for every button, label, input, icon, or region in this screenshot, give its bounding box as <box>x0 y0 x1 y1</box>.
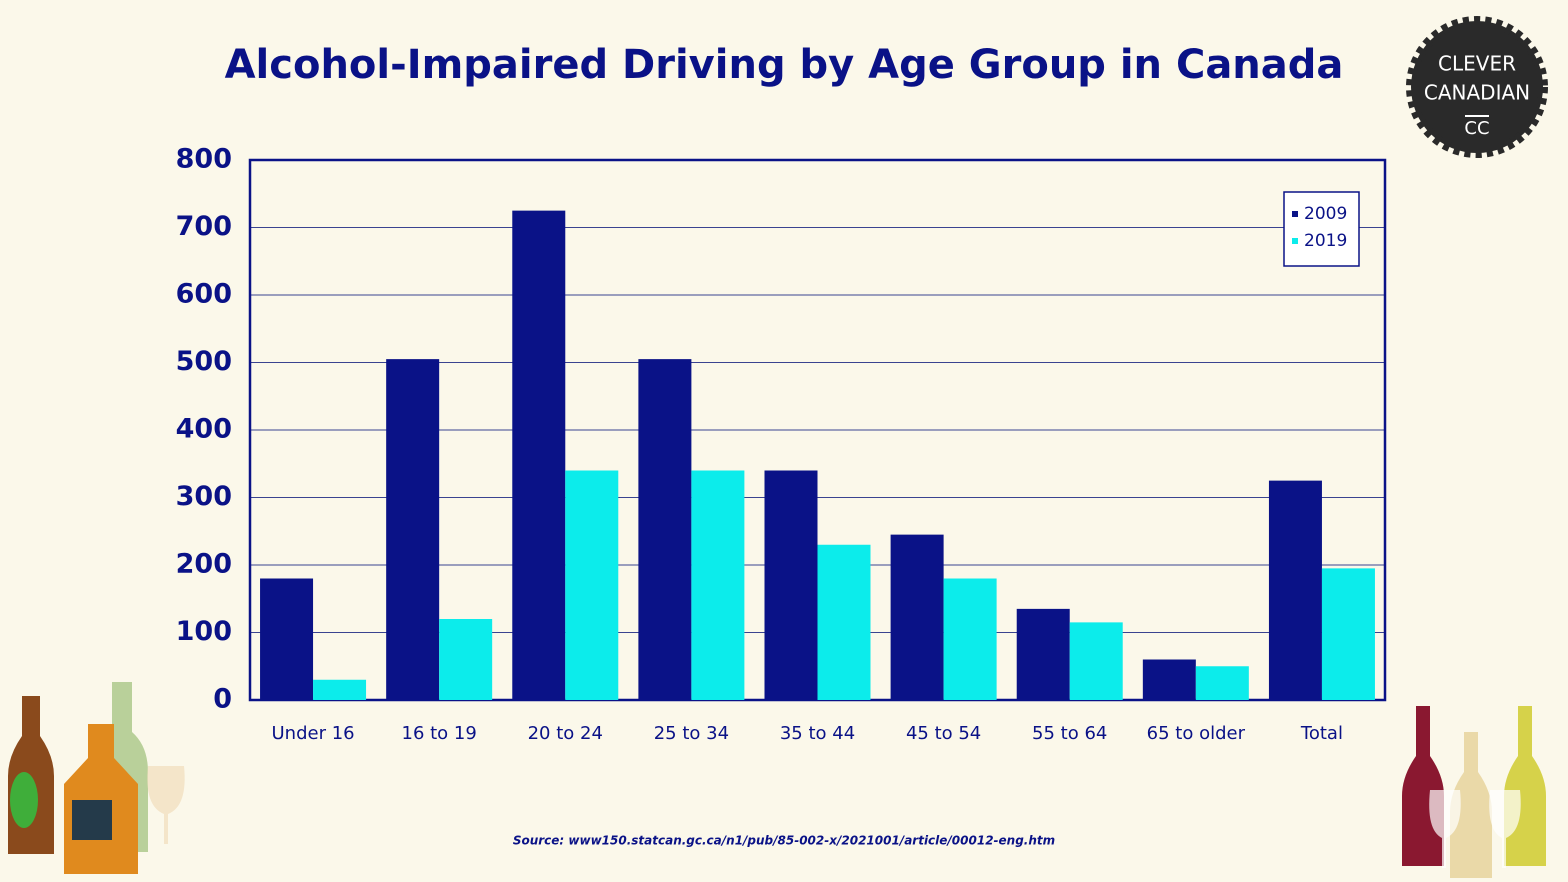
logo: CLEVER CANADIAN CC <box>1406 16 1548 158</box>
x-tick-label: 45 to 54 <box>906 723 981 744</box>
bar <box>764 470 818 700</box>
y-tick-label: 300 <box>176 481 232 512</box>
bar <box>691 470 745 700</box>
legend-box <box>1283 191 1360 267</box>
bar <box>313 679 367 700</box>
bar <box>565 470 619 700</box>
legend-label: 2009 <box>1304 204 1347 224</box>
bar <box>386 359 440 700</box>
x-tick-label: 65 to older <box>1147 723 1246 744</box>
y-tick-label: 700 <box>176 211 232 242</box>
bottles-right <box>1402 706 1546 878</box>
legend-swatch <box>1292 238 1298 244</box>
bar <box>512 210 566 700</box>
source-note: Source: www150.statcan.gc.ca/n1/pub/85-0… <box>513 834 1055 848</box>
legend-swatch <box>1292 211 1298 217</box>
y-tick-label: 500 <box>176 346 232 377</box>
bar <box>890 534 944 700</box>
y-tick-label: 200 <box>176 549 232 580</box>
bar <box>1268 480 1322 700</box>
x-tick-label: 55 to 64 <box>1032 723 1107 744</box>
x-tick-label: 16 to 19 <box>402 723 477 744</box>
bar <box>260 578 314 700</box>
logo-text: CLEVER <box>1438 52 1516 76</box>
bar <box>943 578 997 700</box>
bottles-left <box>8 682 185 874</box>
x-tick-label: Under 16 <box>272 723 355 744</box>
x-tick-label: 20 to 24 <box>528 723 603 744</box>
bar <box>638 359 692 700</box>
logo-badge <box>1406 16 1548 158</box>
logo-text: CANADIAN <box>1424 81 1530 105</box>
glass <box>147 766 185 844</box>
bar <box>1069 622 1123 700</box>
y-tick-label: 400 <box>176 414 232 445</box>
legend-label: 2019 <box>1304 231 1347 251</box>
bar <box>1142 659 1196 700</box>
y-tick-label: 600 <box>176 279 232 310</box>
bar <box>1195 666 1249 700</box>
bottle <box>1450 732 1492 878</box>
glass <box>1429 790 1461 868</box>
y-tick-label: 0 <box>213 684 232 715</box>
bar <box>1321 568 1375 700</box>
y-tick-label: 800 <box>176 144 232 175</box>
y-tick-label: 100 <box>176 616 232 647</box>
x-tick-label: 25 to 34 <box>654 723 729 744</box>
logo-text: CC <box>1464 118 1489 139</box>
bottle-label <box>10 772 38 828</box>
bar <box>1016 608 1070 700</box>
bar <box>439 619 493 700</box>
bar <box>817 544 871 700</box>
bottle-label <box>72 800 112 840</box>
x-tick-label: 35 to 44 <box>780 723 855 744</box>
chart-title: Alcohol-Impaired Driving by Age Group in… <box>225 42 1344 88</box>
x-tick-label: Total <box>1300 723 1343 744</box>
glass <box>1489 790 1521 868</box>
